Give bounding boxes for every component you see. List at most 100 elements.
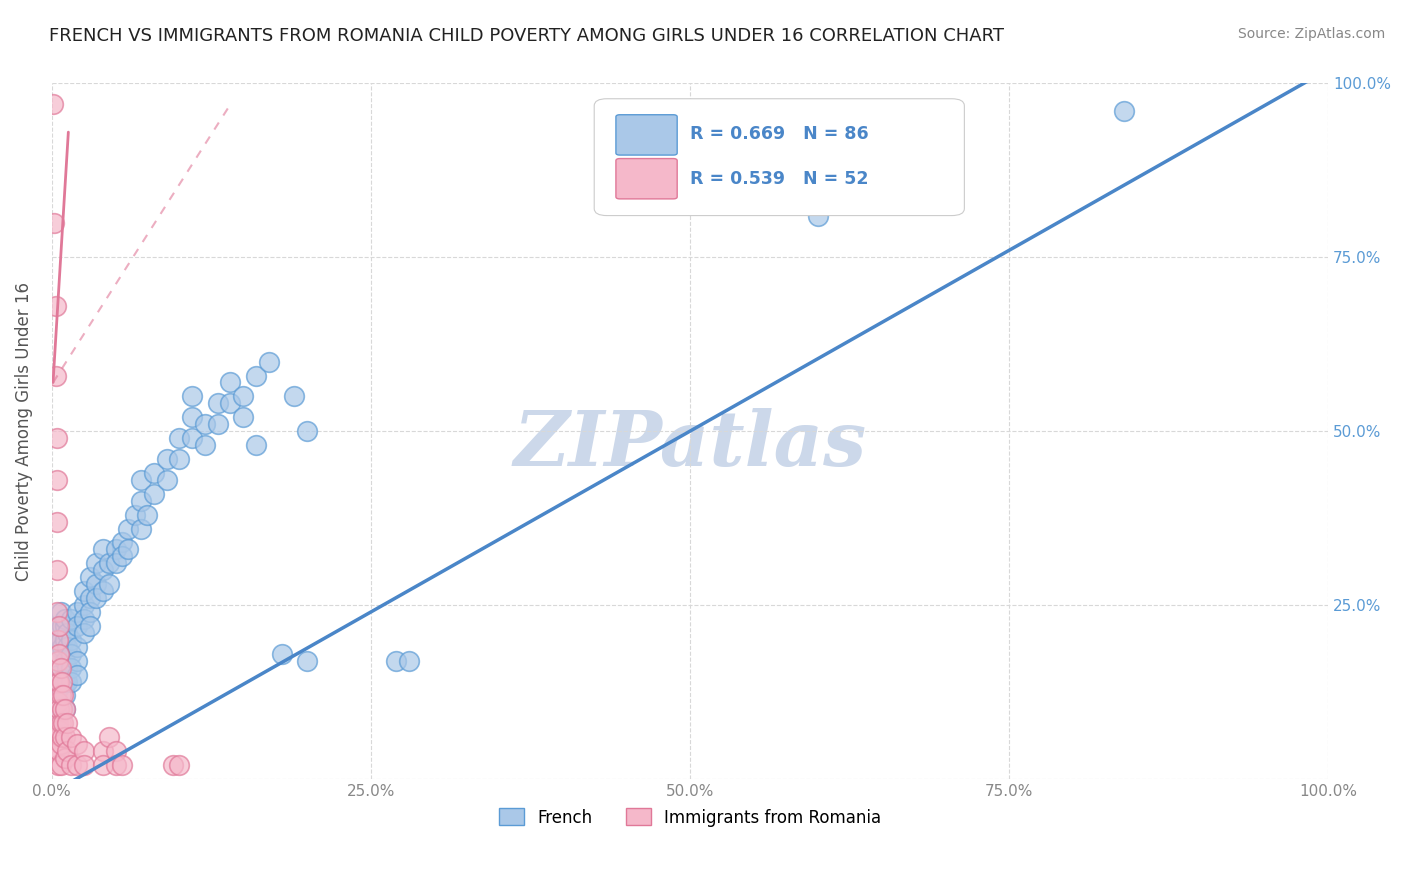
Text: FRENCH VS IMMIGRANTS FROM ROMANIA CHILD POVERTY AMONG GIRLS UNDER 16 CORRELATION: FRENCH VS IMMIGRANTS FROM ROMANIA CHILD … [49, 27, 1004, 45]
Point [207, 417, 229, 432]
Point [232, 389, 254, 403]
Point [45, 473, 67, 487]
Point [111, 535, 134, 549]
Point [129, 473, 152, 487]
Point [245, 368, 267, 383]
Point [104, 542, 127, 557]
Point [86, 577, 108, 591]
Point [73, 744, 96, 758]
Point [46, 744, 69, 758]
FancyBboxPatch shape [595, 99, 965, 216]
Point [48, 619, 70, 633]
Point [53, 612, 76, 626]
Text: R = 0.669   N = 86: R = 0.669 N = 86 [690, 125, 869, 144]
Point [104, 758, 127, 772]
Point [49, 632, 72, 647]
Point [73, 758, 96, 772]
Point [806, 209, 828, 223]
Point [98, 730, 121, 744]
Point [46, 674, 69, 689]
Point [129, 493, 152, 508]
Point [42, 97, 65, 112]
Point [86, 557, 108, 571]
Point [257, 354, 280, 368]
Point [46, 695, 69, 709]
Point [295, 654, 318, 668]
Point [46, 632, 69, 647]
Point [48, 723, 70, 738]
Point [46, 640, 69, 654]
Point [46, 619, 69, 633]
Point [98, 557, 121, 571]
Point [46, 632, 69, 647]
Point [79, 570, 101, 584]
Point [142, 466, 165, 480]
Point [53, 632, 76, 647]
Point [66, 737, 89, 751]
Point [91, 758, 114, 772]
Point [56, 660, 79, 674]
Point [49, 758, 72, 772]
Point [66, 640, 89, 654]
Point [48, 744, 70, 758]
Point [49, 660, 72, 674]
Point [1112, 104, 1135, 119]
Point [49, 716, 72, 731]
Point [91, 563, 114, 577]
Point [53, 689, 76, 703]
Point [104, 744, 127, 758]
Point [46, 695, 69, 709]
Point [169, 431, 191, 445]
Point [270, 647, 292, 661]
Point [73, 598, 96, 612]
Point [104, 557, 127, 571]
Point [56, 674, 79, 689]
Point [59, 730, 82, 744]
Point [283, 389, 305, 403]
Point [56, 640, 79, 654]
Point [56, 744, 79, 758]
Point [53, 730, 76, 744]
Point [156, 452, 179, 467]
Point [45, 299, 67, 313]
Point [385, 654, 408, 668]
Point [46, 730, 69, 744]
Point [136, 508, 159, 522]
Point [169, 758, 191, 772]
Point [46, 709, 69, 723]
Point [91, 744, 114, 758]
Text: ZIPatlas: ZIPatlas [513, 408, 866, 482]
Point [124, 508, 146, 522]
Point [51, 730, 73, 744]
Point [59, 612, 82, 626]
Point [156, 473, 179, 487]
Point [46, 654, 69, 668]
Point [66, 619, 89, 633]
Point [111, 758, 134, 772]
Point [45, 431, 67, 445]
Point [79, 619, 101, 633]
Point [398, 654, 420, 668]
Point [73, 625, 96, 640]
Point [53, 751, 76, 765]
Point [59, 674, 82, 689]
Point [49, 689, 72, 703]
Point [91, 584, 114, 599]
Point [45, 368, 67, 383]
Point [66, 758, 89, 772]
Point [59, 632, 82, 647]
Point [245, 438, 267, 452]
Point [86, 591, 108, 606]
Point [59, 758, 82, 772]
Point [111, 549, 134, 564]
Point [45, 515, 67, 529]
Point [73, 584, 96, 599]
Point [46, 667, 69, 681]
Point [219, 396, 242, 410]
Point [295, 424, 318, 438]
Point [44, 215, 66, 229]
Point [79, 591, 101, 606]
Point [48, 702, 70, 716]
Point [51, 702, 73, 716]
Point [169, 452, 191, 467]
